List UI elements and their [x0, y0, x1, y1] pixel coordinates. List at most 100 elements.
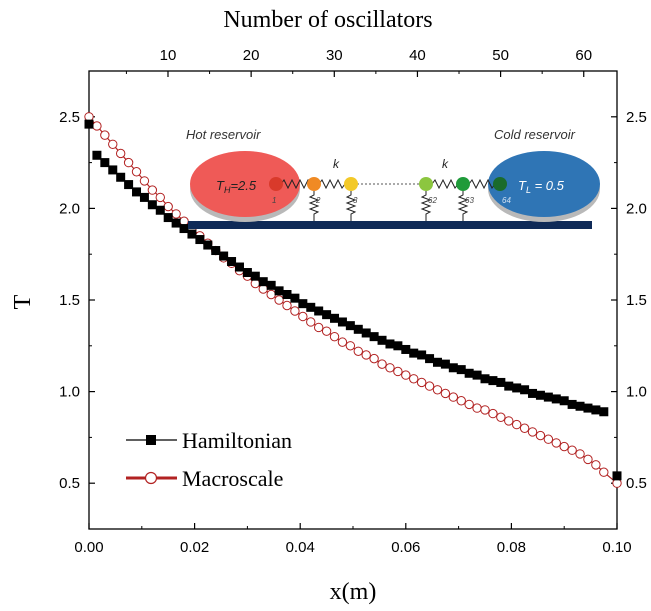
macroscale-point	[432, 385, 443, 395]
right-y-tick-label: 2.5	[626, 109, 647, 126]
y-axis-title: T	[10, 294, 36, 309]
hamiltonian-point	[211, 246, 221, 256]
hamiltonian-point	[203, 240, 213, 250]
macroscale-point	[115, 148, 126, 159]
top-tick-label: 60	[575, 47, 592, 64]
hamiltonian-point	[314, 306, 324, 316]
macroscale-point	[488, 408, 498, 419]
macroscale-point	[282, 300, 292, 311]
macroscale-point	[456, 396, 466, 406]
macroscale-point	[369, 353, 379, 364]
oscillator-number-3: 3	[353, 196, 358, 205]
oscillator-63	[456, 177, 470, 191]
hamiltonian-point	[456, 365, 466, 375]
hamiltonian-point	[171, 218, 181, 228]
hamiltonian-point	[195, 235, 205, 245]
hamiltonian-point	[496, 377, 506, 387]
hamiltonian-point	[401, 344, 411, 354]
hamiltonian-point	[409, 348, 419, 358]
oscillator-number-62: 62	[428, 196, 437, 205]
macroscale-point	[345, 341, 356, 351]
hot-temperature: TH=2.5	[216, 178, 257, 195]
y-tick-label: 2.5	[59, 109, 80, 126]
macroscale-point	[599, 467, 609, 477]
macroscale-point	[131, 167, 142, 177]
hot-reservoir	[190, 151, 300, 217]
macroscale-point	[591, 460, 601, 470]
right-y-tick-label: 1.0	[626, 384, 647, 401]
macroscale-point	[504, 416, 514, 426]
hamiltonian-point	[139, 192, 149, 202]
series-hamiltonian	[84, 119, 622, 481]
macroscale-point	[567, 445, 577, 455]
macroscale-point	[464, 399, 474, 410]
macroscale-point	[416, 377, 427, 388]
hamiltonian-point	[250, 271, 260, 281]
oscillator-64	[493, 177, 507, 191]
cold-reservoir-label: Cold reservoir	[494, 127, 576, 142]
macroscale-point	[440, 388, 451, 399]
hamiltonian-point	[84, 119, 94, 129]
macroscale-point	[306, 317, 316, 327]
hamiltonian-point	[155, 205, 165, 215]
top-tick-label: 50	[492, 47, 509, 64]
legend: Hamiltonian Macroscale	[126, 428, 292, 491]
top-tick-label: 40	[409, 47, 426, 64]
hamiltonian-point	[353, 324, 363, 334]
macroscale-point	[424, 381, 435, 391]
y-tick-label: 2.0	[59, 200, 80, 217]
macroscale-point	[377, 359, 387, 369]
hamiltonian-point	[187, 229, 197, 239]
hamiltonian-point	[266, 280, 276, 290]
oscillator-number-63: 63	[465, 196, 474, 205]
hamiltonian-point	[480, 374, 490, 384]
hamiltonian-point	[385, 339, 395, 349]
macroscale-point	[274, 295, 284, 305]
top-tick-label: 10	[160, 47, 177, 64]
macroscale-point	[409, 374, 419, 384]
hamiltonian-point	[306, 302, 316, 312]
oscillator-number-2: 2	[315, 196, 321, 205]
macroscale-point	[353, 346, 363, 356]
hamiltonian-point	[425, 354, 435, 364]
macroscale-point	[92, 121, 102, 131]
substrate-bar	[188, 221, 592, 229]
macroscale-point	[361, 350, 371, 360]
macroscale-point	[543, 434, 554, 444]
hamiltonian-point	[337, 317, 347, 327]
oscillator-number-1: 1	[272, 196, 276, 205]
x-tick-label: 0.02	[180, 539, 209, 556]
macroscale-point	[290, 306, 300, 316]
macroscale-point	[147, 185, 158, 195]
hamiltonian-point	[345, 321, 355, 331]
hamiltonian-point	[432, 357, 442, 367]
top-axis-title: Number of oscillators	[223, 7, 432, 33]
top-tick-label: 20	[243, 47, 260, 64]
macroscale-point	[385, 363, 395, 373]
macroscale-point	[448, 392, 459, 402]
hamiltonian-point	[282, 290, 292, 300]
hamiltonian-point	[448, 363, 458, 373]
oscillator-number-64: 64	[502, 196, 511, 205]
hamiltonian-point	[551, 394, 561, 404]
x-tick-label: 0.00	[74, 539, 103, 556]
hamiltonian-point	[179, 224, 189, 234]
hamiltonian-point	[242, 268, 252, 278]
hamiltonian-point	[543, 392, 553, 402]
hamiltonian-point	[583, 403, 593, 413]
macroscale-point	[171, 209, 181, 219]
macroscale-point	[575, 449, 585, 459]
macroscale-point	[108, 139, 118, 149]
x-tick-label: 0.06	[391, 539, 420, 556]
inset-schematic: Hot reservoir Cold reservoir TH=2.5 TL =…	[186, 127, 600, 229]
macroscale-point	[401, 370, 411, 380]
cold-temperature: TL = 0.5	[518, 178, 565, 195]
hamiltonian-point	[440, 359, 450, 369]
hamiltonian-point	[567, 399, 577, 409]
legend-marker-hamiltonian	[146, 435, 156, 445]
y-tick-label: 0.5	[59, 475, 80, 492]
oscillator-1	[269, 177, 283, 191]
spring-constant-left: k	[333, 157, 340, 171]
axis-ticks: 0.00 0.02 0.04 0.06 0.08 0.10 10 20 30 40 50 60 0.5 0…	[59, 47, 647, 556]
